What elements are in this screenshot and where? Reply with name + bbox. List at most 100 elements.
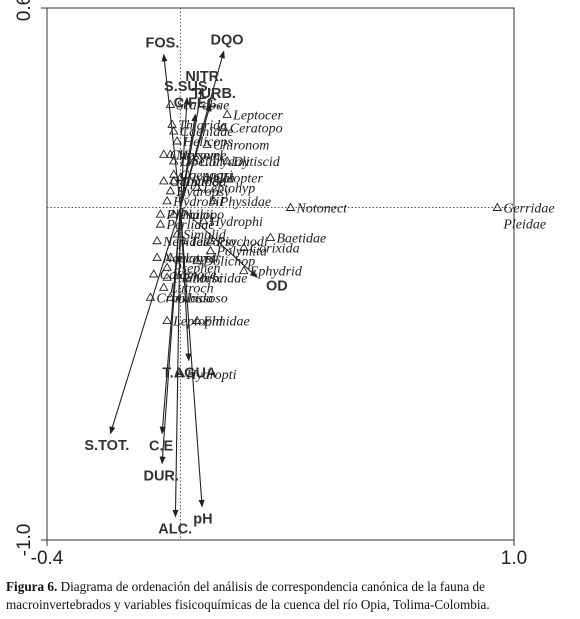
species-label: Helicops bbox=[182, 135, 233, 150]
species-marker bbox=[192, 315, 202, 324]
y-tick-label: -1.0 bbox=[14, 524, 35, 557]
env-vector-label: pH bbox=[193, 512, 212, 528]
species-marker bbox=[285, 202, 296, 211]
species-marker bbox=[162, 272, 172, 281]
species-label: Calopter bbox=[213, 172, 263, 187]
species-label: Tipulida bbox=[180, 175, 227, 190]
species-marker bbox=[158, 175, 169, 185]
env-vector-arrow bbox=[172, 207, 181, 518]
env-vector-arrow bbox=[161, 53, 181, 208]
species-marker bbox=[202, 139, 212, 148]
species-marker bbox=[167, 119, 177, 128]
species-label: Planorbi bbox=[172, 271, 223, 286]
species-label: Odontoce bbox=[170, 175, 224, 190]
x-tick-label: -0.4 bbox=[31, 548, 64, 569]
species-marker bbox=[155, 219, 166, 228]
species-label: Leptophl bbox=[172, 315, 223, 330]
species-marker bbox=[202, 172, 212, 182]
cca-ordination-plot: 0.6-1.0-0.4 1.0 FOS. DQONITR.S.SUS.C.FEC.T… bbox=[14, 0, 555, 569]
env-vector-arrow bbox=[179, 103, 212, 208]
species-marker bbox=[199, 215, 209, 225]
species-label: Hydropti bbox=[185, 368, 236, 383]
species-label: Scarabae bbox=[176, 98, 229, 113]
species-label: Lutroch bbox=[169, 281, 214, 296]
figure-caption: Figura 6. Diagrama de ordenación del aná… bbox=[6, 578, 578, 614]
species-label: Muscidae bbox=[192, 271, 247, 286]
species-label: Psychodi bbox=[215, 235, 267, 250]
species-marker bbox=[192, 255, 202, 265]
species-marker bbox=[165, 292, 176, 301]
species-label: Libellul bbox=[179, 155, 224, 170]
env-vector-label: FOS. bbox=[146, 36, 180, 52]
species-marker bbox=[239, 242, 249, 251]
species-label: Glossoso bbox=[176, 291, 227, 306]
env-vector-label: S.SUS. bbox=[164, 79, 212, 95]
species-label: Nepidae bbox=[162, 235, 210, 250]
species-label: Hydrophi bbox=[209, 215, 263, 230]
species-marker bbox=[175, 368, 186, 378]
species-label: Perlidae bbox=[165, 218, 214, 233]
species-marker bbox=[492, 202, 503, 211]
env-vector-label: T.AGUA bbox=[162, 365, 217, 381]
species-marker bbox=[162, 262, 172, 271]
env-vector-arrow bbox=[109, 207, 181, 435]
env-vector-arrow bbox=[179, 113, 198, 208]
species-marker bbox=[219, 122, 229, 132]
env-vector-label: TURB. bbox=[192, 86, 236, 102]
y-tick-label: 0.6 bbox=[14, 0, 35, 21]
env-vector-label: NITR. bbox=[185, 69, 223, 85]
species-marker bbox=[188, 156, 199, 165]
species-marker bbox=[178, 235, 189, 245]
species-marker bbox=[172, 229, 182, 238]
env-vector-arrow bbox=[179, 207, 205, 508]
species-marker bbox=[162, 195, 172, 205]
species-marker bbox=[158, 282, 169, 291]
species-label: Dytiscid bbox=[232, 155, 281, 170]
species-label: Hydrobii bbox=[172, 195, 223, 210]
species-label: Teleorio bbox=[190, 235, 236, 250]
species-label: Polymita bbox=[215, 245, 267, 260]
env-vector-label: DUR. bbox=[143, 468, 178, 484]
species-marker bbox=[175, 172, 186, 182]
species-marker bbox=[168, 156, 179, 165]
species-label: Dolichop bbox=[202, 255, 255, 270]
species-label: Corydali bbox=[200, 155, 250, 170]
species-marker bbox=[152, 252, 162, 261]
species-marker bbox=[168, 126, 179, 135]
species-marker bbox=[239, 265, 249, 275]
env-vector-label: OD bbox=[266, 278, 288, 294]
species-label: Hydropsy bbox=[175, 185, 231, 200]
species-label: Notonect bbox=[296, 202, 349, 217]
env-vector-arrow bbox=[180, 207, 258, 278]
species-marker bbox=[168, 175, 179, 185]
env-vector-arrow bbox=[179, 97, 190, 208]
species-marker bbox=[168, 209, 179, 218]
species-marker bbox=[192, 182, 202, 191]
species-marker bbox=[205, 245, 216, 255]
species-label: Leptocer bbox=[232, 108, 283, 123]
species-label: Chironom bbox=[213, 138, 269, 153]
species-marker bbox=[222, 109, 232, 118]
species-label: Corixida bbox=[250, 241, 300, 256]
caption-text: Diagrama de ordenación del análisis de c… bbox=[6, 579, 490, 612]
species-label: Caenidae bbox=[180, 125, 234, 140]
species-label: Simulid bbox=[183, 228, 227, 243]
species-label: Naucorid bbox=[162, 251, 217, 266]
caption-label: Figura 6. bbox=[6, 579, 58, 594]
species-marker bbox=[155, 209, 166, 218]
env-vector-arrow bbox=[159, 207, 181, 465]
species-label: Ceratopo bbox=[230, 122, 283, 137]
plot-frame bbox=[46, 7, 515, 541]
env-vector-label: DQO bbox=[210, 33, 243, 49]
env-vector-label: C.E bbox=[149, 439, 174, 455]
species-marker bbox=[205, 235, 216, 245]
env-vector-label: ALC. bbox=[158, 522, 192, 538]
env-vector-label: S.TOT. bbox=[84, 438, 129, 454]
species-label: Planarii bbox=[165, 208, 213, 223]
species-label: Ephydrid bbox=[249, 265, 303, 280]
species-marker bbox=[209, 195, 219, 205]
species-label: Philopo bbox=[179, 208, 224, 223]
species-marker bbox=[148, 269, 159, 278]
species-marker bbox=[222, 156, 232, 165]
